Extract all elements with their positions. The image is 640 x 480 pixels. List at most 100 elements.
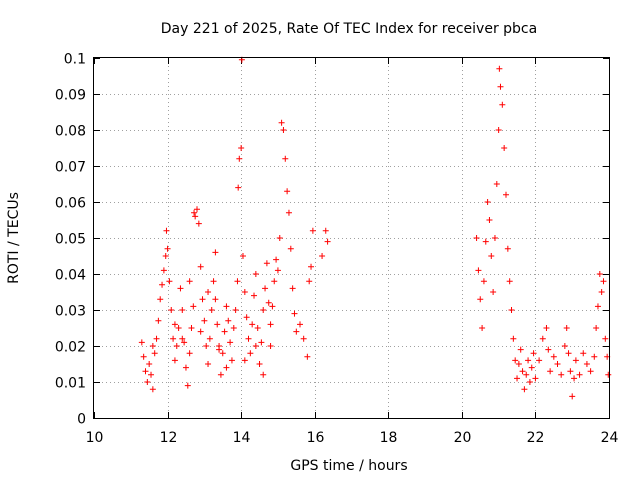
data-point: [324, 238, 331, 245]
data-point: [280, 127, 287, 133]
y-tick-label: 0.1: [64, 52, 86, 68]
data-point: [567, 368, 574, 375]
data-point: [223, 364, 230, 371]
data-point: [151, 350, 158, 357]
data-point: [480, 278, 487, 285]
data-point: [271, 278, 278, 285]
data-point: [163, 227, 170, 234]
data-point: [142, 368, 149, 375]
x-tick-label: 20: [454, 430, 472, 446]
data-point: [217, 371, 224, 378]
data-point: [593, 325, 600, 331]
data-point: [197, 328, 204, 335]
data-point: [171, 321, 178, 328]
data-point: [515, 361, 522, 367]
data-point: [504, 245, 511, 252]
data-point: [591, 353, 598, 360]
data-point: [558, 371, 565, 378]
data-point: [239, 253, 246, 259]
x-tick-label: 24: [601, 430, 619, 446]
y-tick-label: 0.04: [55, 268, 86, 284]
data-point: [159, 281, 166, 288]
data-point: [164, 245, 171, 252]
data-point: [521, 386, 528, 393]
x-tick-label: 16: [307, 430, 325, 446]
data-point: [572, 357, 579, 364]
data-point: [473, 235, 480, 241]
data-point: [179, 307, 186, 313]
data-point: [477, 296, 484, 303]
data-point: [166, 278, 173, 285]
data-point: [160, 267, 167, 274]
data-point: [308, 263, 315, 270]
data-point: [569, 393, 576, 400]
data-point: [497, 83, 504, 90]
data-point: [186, 278, 193, 285]
data-point: [482, 238, 489, 245]
data-point: [232, 307, 239, 313]
data-point: [554, 361, 561, 367]
data-point: [265, 299, 272, 306]
data-points: [138, 56, 612, 400]
x-axis-label: GPS time / hours: [290, 458, 407, 474]
data-point: [496, 65, 503, 72]
data-point: [486, 217, 493, 223]
data-point: [561, 343, 568, 349]
data-point: [547, 368, 554, 375]
data-point: [583, 361, 590, 367]
data-point: [596, 271, 603, 277]
data-point: [289, 285, 296, 292]
y-tick-label: 0: [77, 412, 86, 428]
data-point: [269, 303, 276, 310]
data-point: [181, 339, 188, 346]
data-point: [605, 371, 612, 378]
data-point: [186, 350, 193, 357]
data-point: [267, 321, 274, 328]
data-point: [155, 317, 162, 324]
data-point: [256, 361, 263, 367]
data-point: [194, 206, 200, 213]
data-point: [491, 235, 498, 241]
data-point: [225, 317, 232, 324]
data-point: [153, 335, 160, 342]
data-point: [523, 371, 530, 378]
data-point: [171, 357, 178, 364]
data-point: [191, 209, 198, 216]
data-point: [249, 321, 256, 328]
data-point: [149, 343, 156, 349]
data-point: [273, 256, 280, 263]
data-point: [175, 325, 182, 331]
data-point: [293, 328, 300, 335]
data-point: [203, 343, 210, 349]
data-point: [138, 339, 145, 346]
data-point: [262, 285, 269, 292]
y-tick-label: 0.02: [55, 340, 86, 356]
data-point: [221, 328, 228, 335]
data-point: [550, 353, 557, 360]
data-point: [243, 314, 250, 321]
data-point: [227, 339, 234, 346]
data-point: [287, 245, 294, 252]
data-point: [230, 325, 237, 331]
data-point: [205, 289, 212, 295]
data-point: [241, 357, 248, 364]
data-point: [530, 350, 537, 357]
x-tick-label: 18: [380, 430, 398, 446]
x-tick-label: 12: [160, 430, 178, 446]
data-point: [508, 307, 515, 313]
data-point: [267, 343, 274, 349]
data-point: [510, 335, 517, 342]
data-point: [212, 296, 219, 303]
data-point: [506, 278, 513, 285]
data-point: [517, 346, 524, 353]
data-point: [234, 278, 241, 285]
data-point: [576, 371, 583, 378]
data-point: [501, 145, 508, 151]
data-point: [602, 335, 609, 342]
y-tick-labels: 0 0.01 0.02 0.03 0.04 0.05 0.06 0.07 0.08 0.09 0.1: [55, 52, 86, 428]
data-point: [188, 325, 195, 331]
data-point: [495, 127, 502, 133]
data-point: [190, 303, 197, 310]
axis-ticks: [94, 58, 610, 419]
data-point: [488, 253, 495, 259]
